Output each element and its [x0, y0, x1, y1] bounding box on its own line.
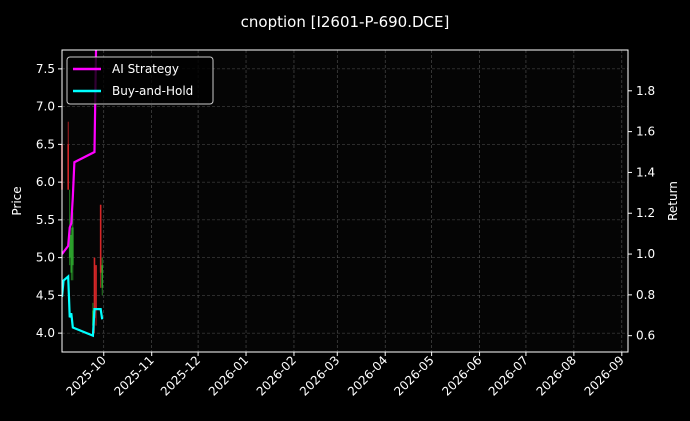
legend: AI Strategy Buy-and-Hold: [66, 56, 214, 105]
y-left-tick-label: 5.0: [36, 251, 55, 265]
y-right-tick-label: 1.6: [636, 125, 655, 139]
candle-body: [101, 265, 104, 288]
y-left-tick-label: 5.5: [36, 213, 55, 227]
y-axis-left-label: Price: [10, 186, 24, 215]
y-left-tick-label: 7.5: [36, 62, 55, 76]
series-line-ai-strategy: [62, 50, 98, 255]
y-left-tick-label: 6.0: [36, 175, 55, 189]
candle-body: [99, 204, 102, 273]
candle-body: [67, 144, 69, 190]
grid: [62, 50, 628, 352]
candle-body: [93, 257, 96, 319]
legend-label-buy-and-hold: Buy-and-Hold: [112, 84, 193, 98]
y-right-tick-label: 1.2: [636, 206, 655, 220]
y-left-tick-label: 4.0: [36, 326, 55, 340]
y-left-tick-label: 6.5: [36, 137, 55, 151]
y-right-tick-label: 1.0: [636, 247, 655, 261]
y-right-tick-label: 1.4: [636, 165, 655, 179]
plot-frame: [61, 49, 629, 353]
candle-body: [95, 265, 97, 311]
legend-box: [66, 56, 214, 105]
y-right-tick-label: 0.8: [636, 288, 655, 302]
series-lines: [62, 50, 104, 338]
y-right-tick-label: 1.8: [636, 84, 655, 98]
y-axis-right-label: Return: [666, 181, 680, 221]
legend-label-ai-strategy: AI Strategy: [112, 62, 179, 76]
candle-body: [68, 227, 71, 258]
candle-body: [70, 234, 73, 273]
candle-body: [72, 227, 74, 266]
y-right-tick-label: 0.6: [636, 329, 655, 343]
series-line-buy-and-hold: [62, 274, 104, 338]
chart-title: cnoption [I2601-P-690.DCE]: [241, 13, 450, 31]
y-left-tick-label: 4.5: [36, 288, 55, 302]
y-left-tick-label: 7.0: [36, 100, 55, 114]
